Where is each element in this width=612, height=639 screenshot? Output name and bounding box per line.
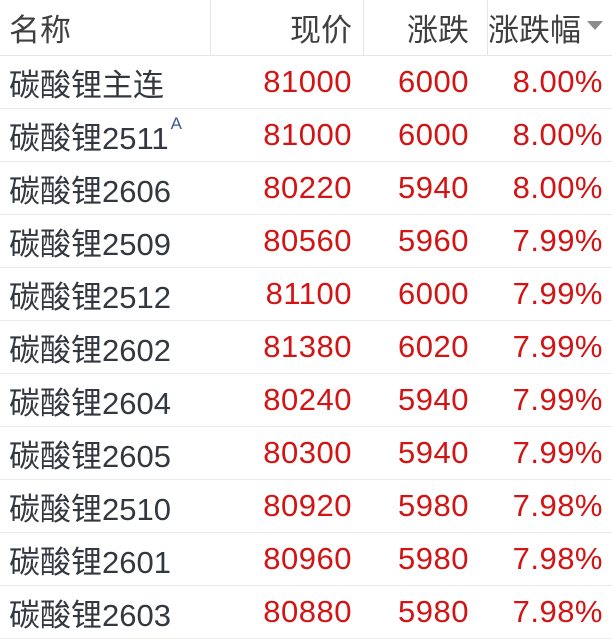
contract-name: 碳酸锂2602 bbox=[9, 332, 171, 368]
last-price: 80560 bbox=[263, 223, 352, 258]
change-value: 6000 bbox=[398, 276, 469, 311]
last-price: 81380 bbox=[263, 329, 352, 364]
last-price: 80920 bbox=[263, 488, 352, 523]
change-percent: 7.99% bbox=[512, 276, 603, 311]
column-header-change-pct[interactable]: 涨跌幅 bbox=[487, 0, 612, 55]
table-row[interactable]: 碳酸锂2511 A 81000 6000 8.00% bbox=[0, 109, 612, 162]
contract-name: 碳酸锂2512 bbox=[9, 279, 171, 315]
last-price: 81100 bbox=[265, 276, 352, 311]
change-value: 5980 bbox=[398, 541, 469, 576]
contract-name-cell: 碳酸锂2510 bbox=[0, 480, 210, 532]
table-row[interactable]: 碳酸锂2509 80560 5960 7.99% bbox=[0, 215, 612, 268]
contract-name: 碳酸锂2511 bbox=[9, 120, 169, 156]
contract-name-cell: 碳酸锂2601 bbox=[0, 533, 210, 585]
last-price: 80300 bbox=[263, 435, 352, 470]
contract-name-cell: 碳酸锂2604 bbox=[0, 374, 210, 426]
change-value: 5940 bbox=[398, 435, 469, 470]
contract-name: 碳酸锂2509 bbox=[9, 226, 171, 262]
table-body: 碳酸锂主连 81000 6000 8.00% 碳酸锂2511 A 81000 6… bbox=[0, 56, 612, 639]
change-percent: 7.98% bbox=[512, 488, 603, 523]
contract-name: 碳酸锂2601 bbox=[9, 544, 171, 580]
column-header-change[interactable]: 涨跌 bbox=[363, 0, 487, 55]
contract-name: 碳酸锂主连 bbox=[9, 67, 164, 103]
table-row[interactable]: 碳酸锂2602 81380 6020 7.99% bbox=[0, 321, 612, 374]
change-value: 5980 bbox=[398, 488, 469, 523]
column-header-name[interactable]: 名称 bbox=[9, 13, 71, 48]
contract-name: 碳酸锂2605 bbox=[9, 438, 171, 474]
last-price: 80960 bbox=[263, 541, 352, 576]
contract-name-cell: 碳酸锂2511 A bbox=[0, 109, 210, 161]
change-percent: 8.00% bbox=[512, 170, 603, 205]
table-row[interactable]: 碳酸锂2510 80920 5980 7.98% bbox=[0, 480, 612, 533]
change-percent: 7.98% bbox=[512, 541, 603, 576]
table-row[interactable]: 碳酸锂2606 80220 5940 8.00% bbox=[0, 162, 612, 215]
contract-name-cell: 碳酸锂2602 bbox=[0, 321, 210, 373]
change-value: 6000 bbox=[398, 64, 469, 99]
last-price: 80220 bbox=[263, 170, 352, 205]
last-price: 81000 bbox=[263, 117, 352, 152]
change-percent: 8.00% bbox=[512, 64, 603, 99]
contract-name: 碳酸锂2604 bbox=[9, 385, 171, 421]
column-header-price[interactable]: 现价 bbox=[210, 0, 363, 55]
contract-name: 碳酸锂2606 bbox=[9, 173, 171, 209]
change-percent: 7.99% bbox=[512, 223, 603, 258]
change-percent: 8.00% bbox=[512, 117, 603, 152]
table-row[interactable]: 碳酸锂2603 80880 5980 7.98% bbox=[0, 586, 612, 639]
last-price: 80880 bbox=[263, 594, 352, 629]
exchange-superscript: A bbox=[170, 114, 183, 133]
last-price: 81000 bbox=[263, 64, 352, 99]
change-value: 5960 bbox=[398, 223, 469, 258]
contract-name: 碳酸锂2510 bbox=[9, 491, 171, 527]
change-value: 5940 bbox=[398, 170, 469, 205]
table-row[interactable]: 碳酸锂2604 80240 5940 7.99% bbox=[0, 374, 612, 427]
triangle-down-icon bbox=[587, 21, 603, 30]
contract-name-cell: 碳酸锂2605 bbox=[0, 427, 210, 479]
change-percent: 7.99% bbox=[512, 435, 603, 470]
contract-name-cell: 碳酸锂2512 bbox=[0, 268, 210, 320]
change-percent: 7.99% bbox=[512, 329, 603, 364]
change-value: 5980 bbox=[398, 594, 469, 629]
column-header-change-pct-label: 涨跌幅 bbox=[488, 13, 581, 48]
table-header: 名称 现价 涨跌 涨跌幅 bbox=[0, 0, 612, 56]
table-row[interactable]: 碳酸锂主连 81000 6000 8.00% bbox=[0, 56, 612, 109]
change-value: 6000 bbox=[398, 117, 469, 152]
contract-name-cell: 碳酸锂2606 bbox=[0, 162, 210, 214]
change-percent: 7.98% bbox=[512, 594, 603, 629]
change-value: 6020 bbox=[398, 329, 469, 364]
last-price: 80240 bbox=[263, 382, 352, 417]
table-row[interactable]: 碳酸锂2605 80300 5940 7.99% bbox=[0, 427, 612, 480]
change-percent: 7.99% bbox=[512, 382, 603, 417]
table-row[interactable]: 碳酸锂2512 81100 6000 7.99% bbox=[0, 268, 612, 321]
change-value: 5940 bbox=[398, 382, 469, 417]
contract-name-cell: 碳酸锂2509 bbox=[0, 215, 210, 267]
contract-name-cell: 碳酸锂主连 bbox=[0, 56, 210, 108]
contract-name: 碳酸锂2603 bbox=[9, 597, 171, 633]
table-row[interactable]: 碳酸锂2601 80960 5980 7.98% bbox=[0, 533, 612, 586]
contract-name-cell: 碳酸锂2603 bbox=[0, 586, 210, 638]
